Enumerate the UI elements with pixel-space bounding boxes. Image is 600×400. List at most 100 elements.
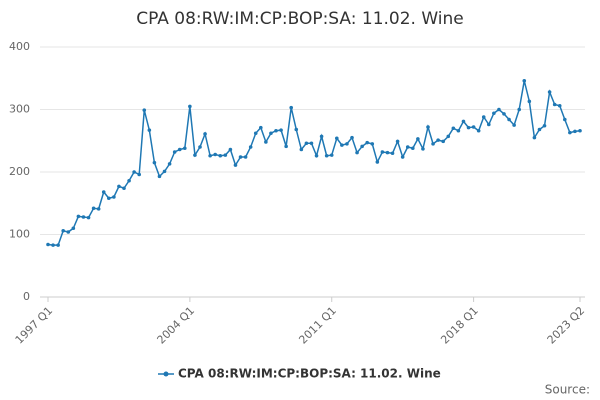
point: [61, 228, 65, 233]
point: [309, 141, 314, 146]
point: [289, 105, 294, 110]
point: [552, 102, 557, 107]
point: [101, 190, 106, 194]
point: [527, 99, 532, 104]
x-tick-label: 1997 Q1: [13, 304, 56, 347]
point: [557, 103, 562, 108]
point: [46, 242, 50, 247]
point: [436, 138, 440, 142]
point: [517, 107, 521, 112]
point: [431, 142, 435, 146]
point: [228, 147, 233, 152]
point: [400, 155, 405, 159]
point: [335, 136, 339, 141]
point: [340, 143, 344, 147]
point: [380, 150, 385, 154]
point: [117, 184, 121, 189]
point: [360, 144, 364, 149]
point: [193, 153, 197, 157]
point: [137, 172, 141, 177]
point: [162, 169, 167, 174]
point: [522, 78, 527, 83]
point: [76, 214, 81, 219]
point: [507, 117, 511, 122]
point: [573, 129, 577, 134]
point: [86, 215, 91, 220]
point: [329, 153, 334, 157]
point: [441, 139, 446, 144]
point: [532, 135, 537, 140]
x-tick-label: 2011 Q1: [296, 304, 339, 347]
point: [411, 146, 415, 151]
point: [365, 140, 370, 145]
point: [487, 122, 491, 127]
point: [578, 128, 582, 133]
point: [456, 128, 461, 133]
point: [71, 226, 76, 231]
point: [183, 146, 187, 151]
point: [81, 215, 86, 219]
point: [416, 137, 420, 141]
point: [96, 207, 101, 211]
y-tick-label: 300: [9, 103, 30, 116]
y-tick-label: 400: [9, 40, 30, 53]
point: [107, 196, 111, 201]
point: [122, 186, 126, 191]
y-tick-label: 0: [23, 290, 30, 303]
point: [248, 145, 253, 149]
point: [319, 134, 324, 139]
point: [51, 243, 55, 247]
point: [395, 139, 400, 144]
point: [537, 127, 542, 132]
point: [66, 230, 71, 234]
source: Source:: [545, 383, 590, 397]
legend-marker: [163, 371, 169, 377]
point: [405, 145, 410, 149]
line: [47, 80, 581, 246]
point: [243, 155, 248, 159]
point: [466, 125, 471, 130]
point: [426, 125, 430, 129]
point: [324, 153, 329, 158]
point: [269, 131, 273, 136]
point: [299, 147, 304, 152]
point: [314, 153, 319, 158]
x-tick-label: 2004 Q1: [155, 304, 198, 347]
point: [542, 123, 547, 128]
point: [390, 151, 395, 156]
point: [213, 152, 217, 157]
legend-label: CPA 08:RW:IM:CP:BOP:SA: 11.02. Wine: [178, 367, 441, 381]
point: [208, 153, 212, 158]
point: [512, 123, 516, 127]
point: [203, 132, 207, 136]
point: [497, 107, 501, 112]
y-tick-label: 200: [9, 165, 30, 178]
point: [223, 153, 228, 157]
point: [446, 134, 451, 139]
point: [167, 162, 172, 166]
point: [259, 125, 263, 130]
point: [370, 142, 375, 146]
y-tick-label: 100: [9, 228, 30, 241]
point: [502, 112, 506, 116]
point: [233, 163, 238, 167]
point: [177, 147, 182, 152]
point: [345, 142, 349, 146]
x-tick-label: 2018 Q1: [438, 304, 481, 347]
point: [152, 160, 157, 165]
point: [157, 174, 162, 179]
point: [461, 119, 466, 124]
point: [284, 144, 288, 149]
point: [451, 126, 456, 131]
point: [568, 130, 572, 135]
point: [563, 117, 567, 122]
chart-title: CPA 08:RW:IM:CP:BOP:SA: 11.02. Wine: [136, 9, 464, 29]
point: [421, 147, 425, 151]
point: [238, 155, 243, 159]
point: [198, 145, 202, 149]
point: [218, 153, 223, 158]
point: [355, 150, 359, 155]
point: [253, 131, 258, 136]
point: [142, 108, 147, 112]
